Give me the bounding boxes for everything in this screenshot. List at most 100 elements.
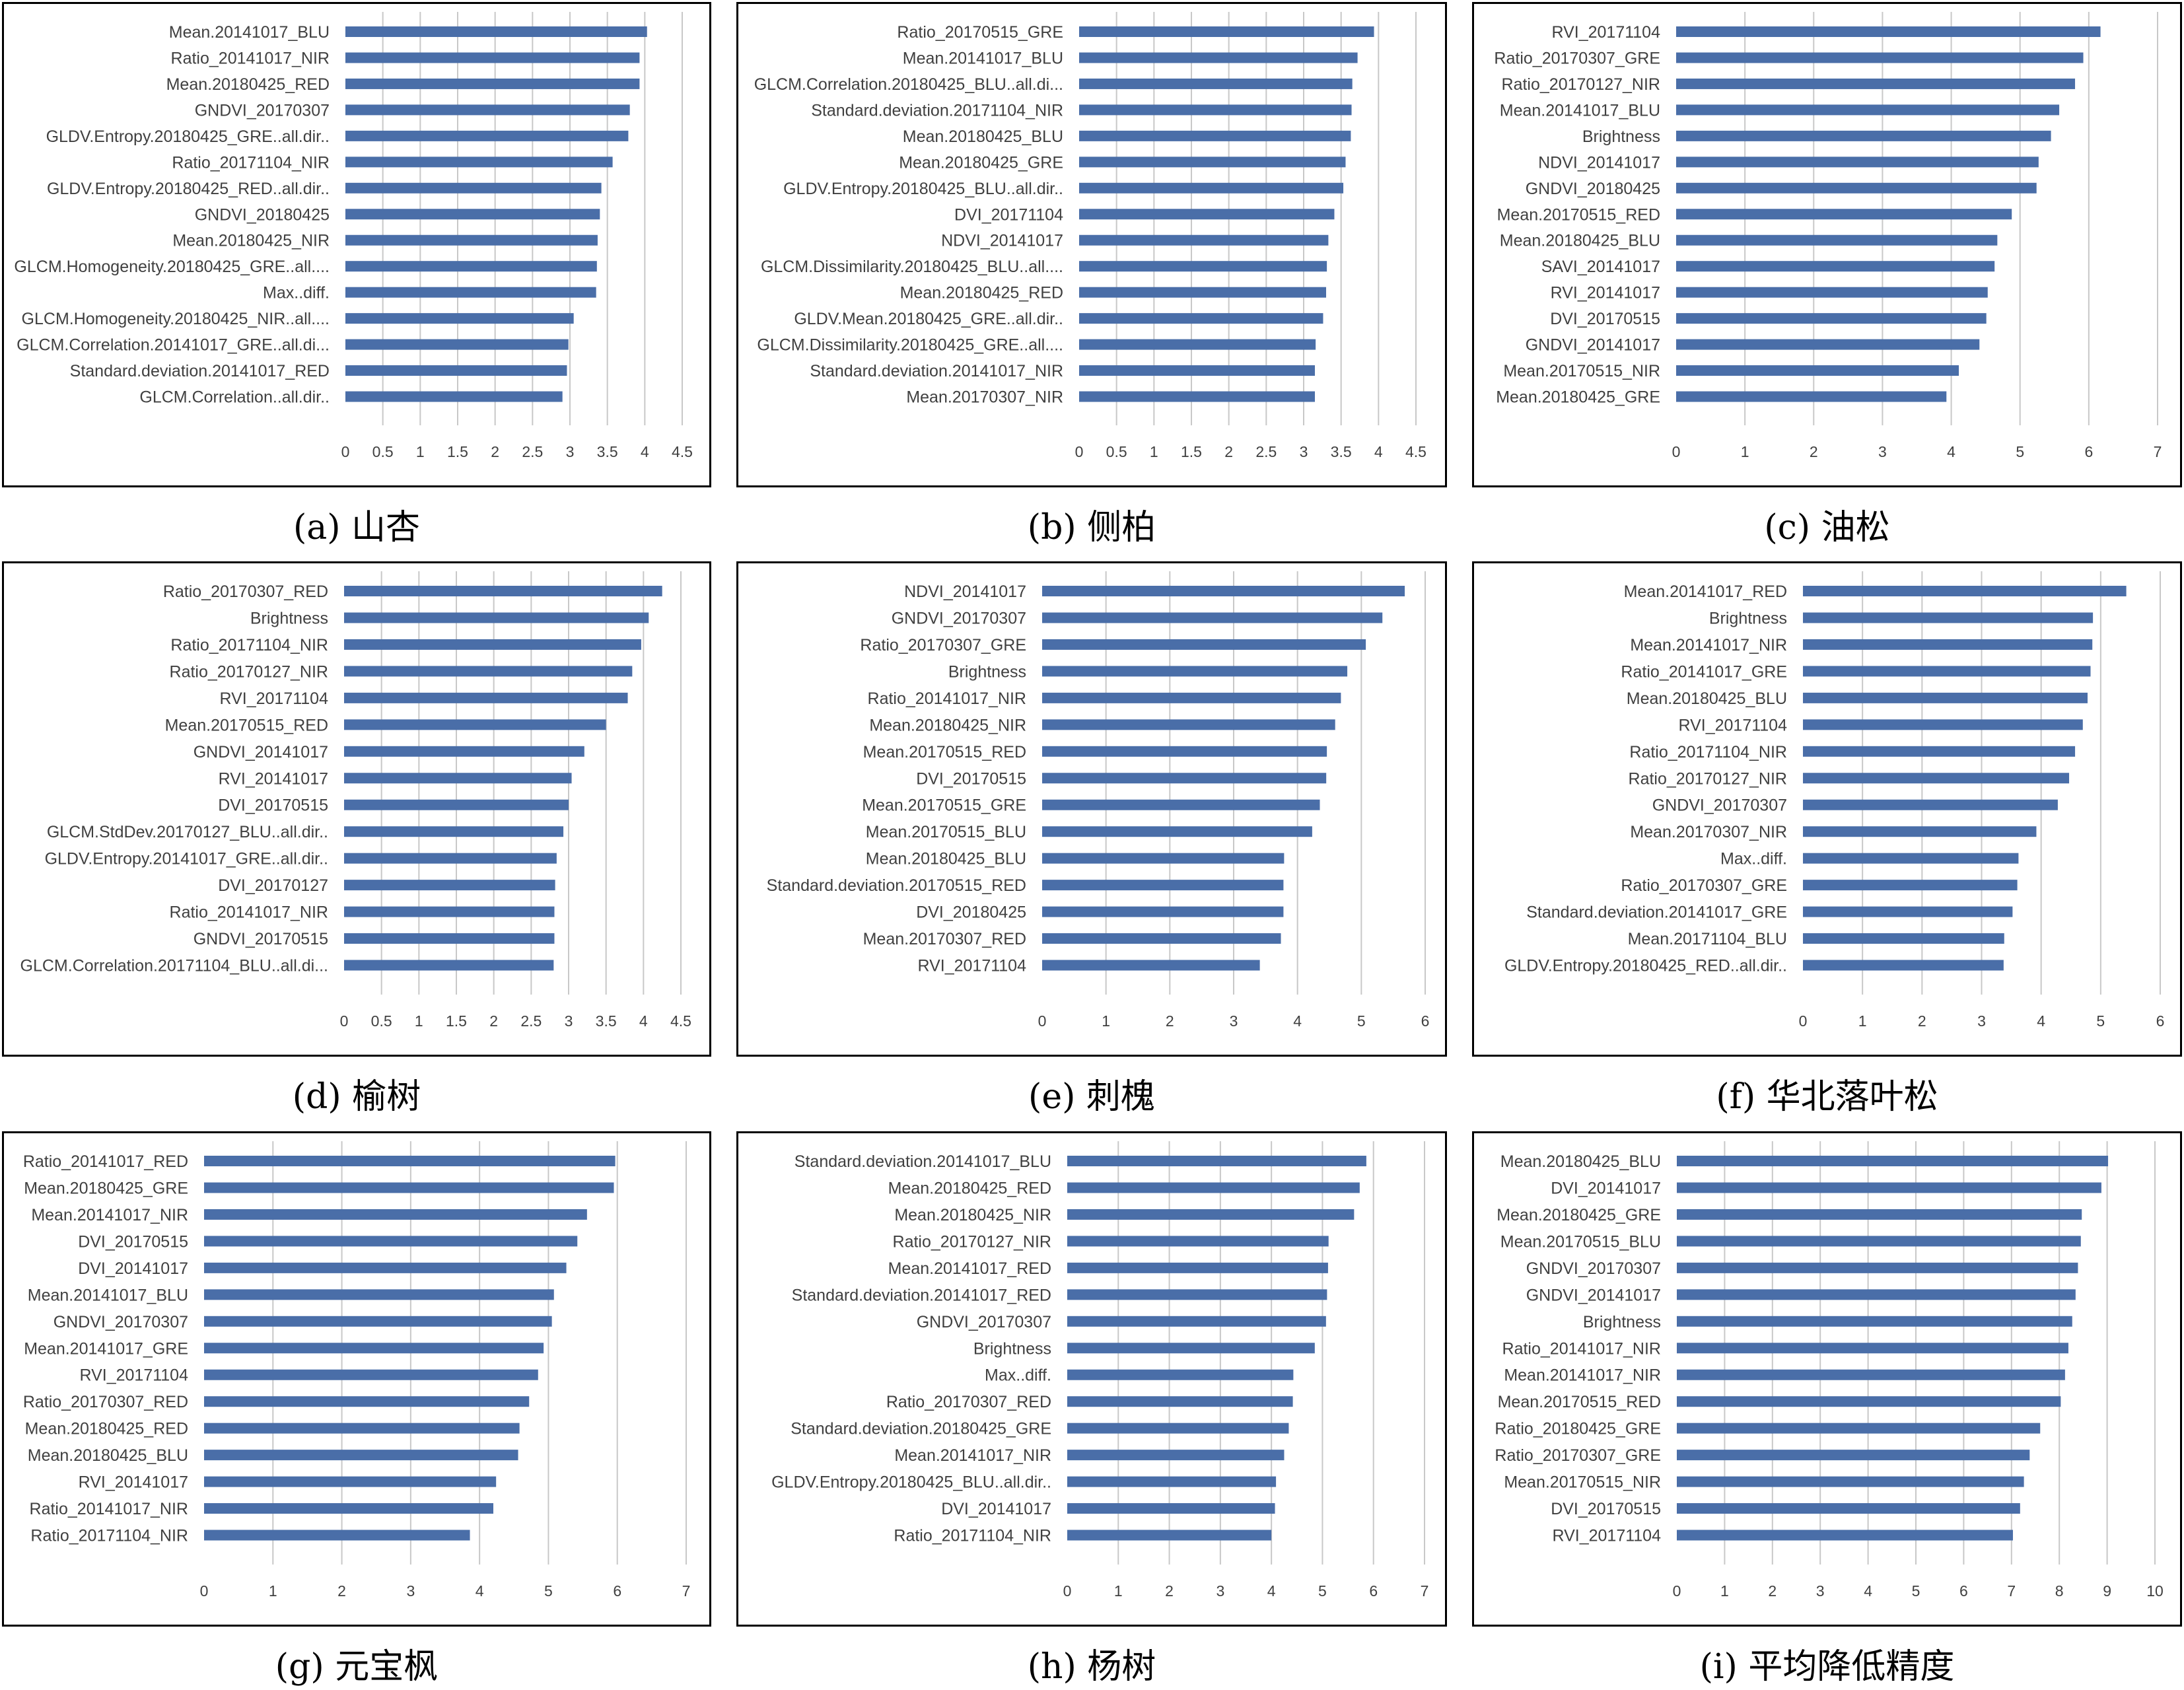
- x-tick-label: 7: [2154, 443, 2162, 460]
- bar: [1677, 1236, 2081, 1247]
- category-label: GLCM.Correlation.20180425_BLU..all.di...: [754, 75, 1063, 94]
- x-tick-label: 1: [1150, 443, 1158, 460]
- bar: [344, 746, 584, 757]
- category-label: Mean.20141017_NIR: [1630, 636, 1787, 654]
- bar: [345, 234, 598, 246]
- x-tick-label: 8: [2055, 1582, 2064, 1600]
- bar: [1042, 719, 1335, 730]
- category-label: NDVI_20141017: [941, 232, 1063, 250]
- bar: [345, 339, 569, 350]
- x-tick-label: 2: [489, 1012, 498, 1030]
- category-label: Mean.20180425_BLU: [28, 1446, 188, 1465]
- bar-chart-2: Ratio_20170515_GRE Mean.20141017_BLU GLCM.…: [754, 12, 1427, 460]
- bar: [1803, 666, 2091, 677]
- bar: [1079, 130, 1351, 141]
- category-label: Brightness: [948, 662, 1026, 681]
- x-tick-label: 1.5: [447, 443, 468, 460]
- bar: [204, 1156, 616, 1166]
- panel-caption: (g) 元宝枫: [275, 1647, 439, 1687]
- category-label: GNDVI_20141017: [194, 743, 328, 761]
- category-label: Mean.20141017_NIR: [1504, 1366, 1661, 1385]
- x-tick-label: 5: [1318, 1582, 1327, 1600]
- bar: [1676, 313, 1987, 324]
- category-label: DVI_20141017: [1551, 1179, 1661, 1197]
- category-label: GNDVI_20170307: [195, 101, 330, 120]
- x-tick-label: 7: [2007, 1582, 2016, 1600]
- bar: [1676, 287, 1988, 298]
- x-tick-label: 3: [1816, 1582, 1825, 1600]
- category-label: NDVI_20141017: [904, 582, 1026, 601]
- bar: [1677, 1423, 2041, 1434]
- bar: [204, 1503, 493, 1514]
- chart-panel-7: Ratio_20141017_RED Mean.20180425_GRE Mean.…: [2, 1131, 711, 1627]
- category-label: GLCM.Correlation..all.dir..: [139, 388, 330, 407]
- bar: [1067, 1423, 1289, 1434]
- category-label: Mean.20141017_RED: [1624, 582, 1787, 601]
- bar: [1079, 287, 1326, 298]
- category-label: Ratio_20171104_NIR: [894, 1527, 1051, 1545]
- category-label: Mean.20141017_BLU: [169, 23, 330, 42]
- bar: [1042, 826, 1312, 837]
- category-label: DVI_20170127: [218, 876, 328, 895]
- category-label: Max..diff.: [263, 284, 330, 302]
- bar: [1803, 826, 2037, 837]
- category-label: Ratio_20171104_NIR: [30, 1527, 188, 1545]
- bar: [1067, 1369, 1294, 1380]
- bar-chart-8: Standard.deviation.20141017_BLU Mean.2018…: [771, 1141, 1429, 1600]
- x-tick-label: 2: [1224, 443, 1233, 460]
- category-label: Standard.deviation.20141017_NIR: [810, 362, 1063, 380]
- category-label: Ratio_20170127_NIR: [893, 1232, 1051, 1251]
- category-label: Max..diff.: [985, 1366, 1051, 1385]
- bar: [344, 586, 662, 596]
- x-tick-label: 7: [1421, 1582, 1429, 1600]
- bar: [1676, 78, 2076, 89]
- x-tick-label: 0: [340, 1012, 349, 1030]
- category-label: Mean.20170515_RED: [165, 716, 328, 734]
- bar: [1803, 612, 2094, 623]
- category-label: Mean.20180425_NIR: [869, 716, 1026, 734]
- category-label: Standard.deviation.20141017_GRE: [1526, 903, 1787, 922]
- category-label: GLCM.Dissimilarity.20180425_BLU..all....: [761, 258, 1063, 276]
- chart-panel-1: Mean.20141017_BLU Ratio_20141017_NIR Mean.…: [2, 2, 711, 487]
- category-label: Mean.20180425_GRE: [899, 153, 1063, 172]
- category-label: Ratio_20170307_GRE: [1495, 1446, 1661, 1465]
- x-tick-label: 5: [2016, 443, 2024, 460]
- category-label: Standard.deviation.20141017_RED: [70, 362, 330, 380]
- bar: [344, 692, 628, 703]
- x-tick-label: 4.5: [1405, 443, 1427, 460]
- bar: [204, 1343, 544, 1354]
- panel-caption: (a) 山杏: [293, 508, 421, 547]
- bar: [344, 826, 564, 837]
- bar: [344, 719, 606, 730]
- bar: [1067, 1182, 1360, 1193]
- x-tick-label: 4: [1864, 1582, 1872, 1600]
- category-label: GNDVI_20170307: [1652, 796, 1787, 815]
- bar: [344, 906, 555, 917]
- category-label: RVI_20171104: [219, 689, 328, 708]
- x-tick-label: 2: [1810, 443, 1818, 460]
- panel-caption: (h) 杨树: [1027, 1647, 1156, 1687]
- chart-panel-8: Standard.deviation.20141017_BLU Mean.2018…: [736, 1131, 1447, 1627]
- bar: [1677, 1396, 2061, 1407]
- bar: [1677, 1209, 2082, 1220]
- bar: [1677, 1289, 2076, 1300]
- category-label: RVI_20171104: [79, 1366, 188, 1385]
- bar: [1042, 746, 1327, 757]
- chart-panel-5: NDVI_20141017 GNDVI_20170307 Ratio_2017030…: [736, 561, 1447, 1057]
- x-tick-label: 1: [416, 443, 425, 460]
- bar: [1067, 1503, 1275, 1514]
- category-label: Mean.20170515_NIR: [1503, 362, 1660, 380]
- category-label: GLDV.Entropy.20141017_GRE..all.dir..: [45, 850, 328, 868]
- bar: [1067, 1209, 1355, 1220]
- category-label: RVI_20171104: [1551, 23, 1660, 42]
- bar: [1677, 1343, 2068, 1354]
- x-tick-label: 2.5: [1255, 443, 1277, 460]
- x-tick-label: 1: [1102, 1012, 1110, 1030]
- bar: [1042, 612, 1383, 623]
- bar: [1079, 313, 1323, 324]
- bar: [1042, 799, 1320, 810]
- x-tick-label: 2: [1918, 1012, 1926, 1030]
- category-label: RVI_20171104: [1552, 1527, 1661, 1545]
- category-label: GNDVI_20170307: [917, 1313, 1051, 1331]
- x-tick-label: 4: [1267, 1582, 1276, 1600]
